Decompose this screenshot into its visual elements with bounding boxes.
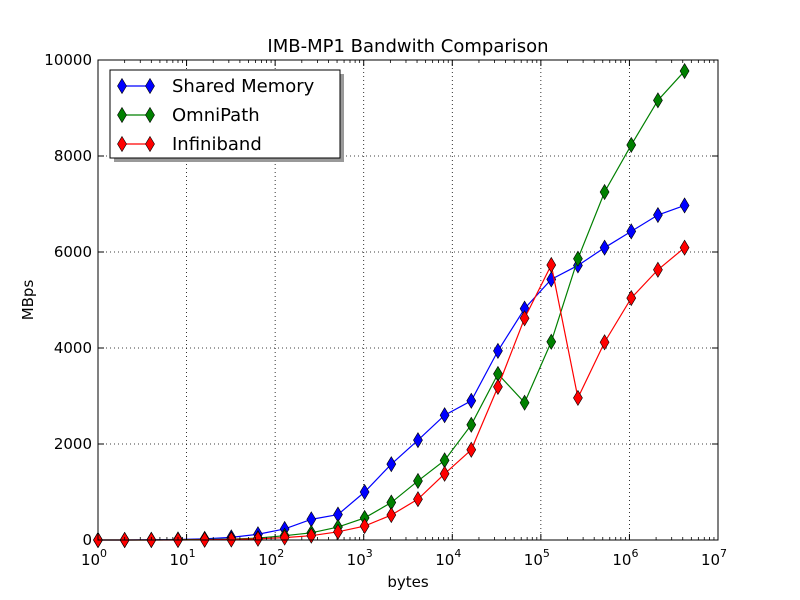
legend-label: Infiniband [172, 134, 262, 155]
data-point [599, 183, 610, 201]
y-axis-label: MBps [19, 280, 37, 321]
data-point [413, 472, 423, 490]
data-point [546, 256, 557, 274]
chart-title: IMB-MP1 Bandwith Comparison [267, 36, 548, 57]
data-point [519, 394, 530, 411]
data-point [333, 523, 343, 540]
data-point [413, 491, 423, 508]
data-point [359, 517, 370, 535]
legend-marker [117, 106, 127, 124]
x-tick-label: 107 [701, 547, 727, 569]
data-point [599, 239, 610, 256]
data-point [439, 465, 450, 482]
x-tick-label: 105 [524, 547, 550, 569]
data-point [599, 334, 610, 351]
y-tick-label: 2000 [54, 435, 92, 453]
y-tick-label: 4000 [54, 339, 92, 357]
legend-label: OmniPath [172, 105, 260, 126]
data-point [679, 197, 690, 214]
x-tick-label: 100 [81, 547, 107, 569]
data-point [626, 223, 637, 240]
y-tick-label: 6000 [54, 243, 92, 261]
legend-label: Shared Memory [172, 76, 315, 97]
x-tick-label: 102 [258, 547, 284, 569]
data-point [679, 239, 690, 256]
data-point [653, 92, 663, 109]
data-point [493, 342, 503, 359]
data-point [413, 432, 423, 449]
legend-marker [145, 77, 155, 95]
legend-marker [145, 135, 155, 153]
data-point [573, 389, 583, 407]
legend-marker [117, 135, 127, 153]
y-tick-label: 8000 [54, 147, 92, 165]
x-axis-label: bytes [387, 573, 429, 591]
data-point [653, 261, 663, 278]
data-point [439, 407, 450, 424]
data-point [679, 62, 690, 80]
x-tick-label: 106 [612, 547, 638, 569]
y-tick-label: 0 [82, 531, 92, 549]
x-tick-label: 103 [347, 547, 373, 569]
data-point [306, 527, 317, 544]
data-point [519, 310, 530, 327]
data-point [493, 378, 503, 395]
data-point [386, 456, 397, 473]
y-tick-label: 10000 [44, 51, 92, 69]
series-group [93, 62, 690, 549]
legend-marker [117, 77, 127, 95]
data-point [573, 250, 583, 267]
x-tick-label: 104 [435, 547, 461, 569]
data-point [359, 483, 370, 501]
legend-marker [145, 106, 155, 124]
data-point [653, 206, 663, 224]
data-point [466, 441, 477, 458]
axis-ticks: 100 101 102 103 104 105 106 107 0 2000 4000 6000 800… [44, 51, 727, 569]
data-point [466, 392, 477, 409]
data-point [626, 289, 637, 307]
legend: Shared Memory OmniPath Infiniband [109, 69, 344, 162]
data-point [626, 136, 637, 154]
data-point [466, 416, 477, 433]
plot-area-frame [97, 59, 719, 541]
series-infiniband [93, 239, 690, 549]
data-point [253, 530, 263, 547]
data-point [279, 529, 290, 546]
data-point [386, 506, 397, 524]
data-point [546, 333, 557, 350]
x-tick-label: 101 [170, 547, 196, 569]
